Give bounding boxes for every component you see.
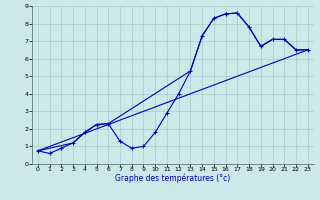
X-axis label: Graphe des températures (°c): Graphe des températures (°c) <box>115 174 230 183</box>
